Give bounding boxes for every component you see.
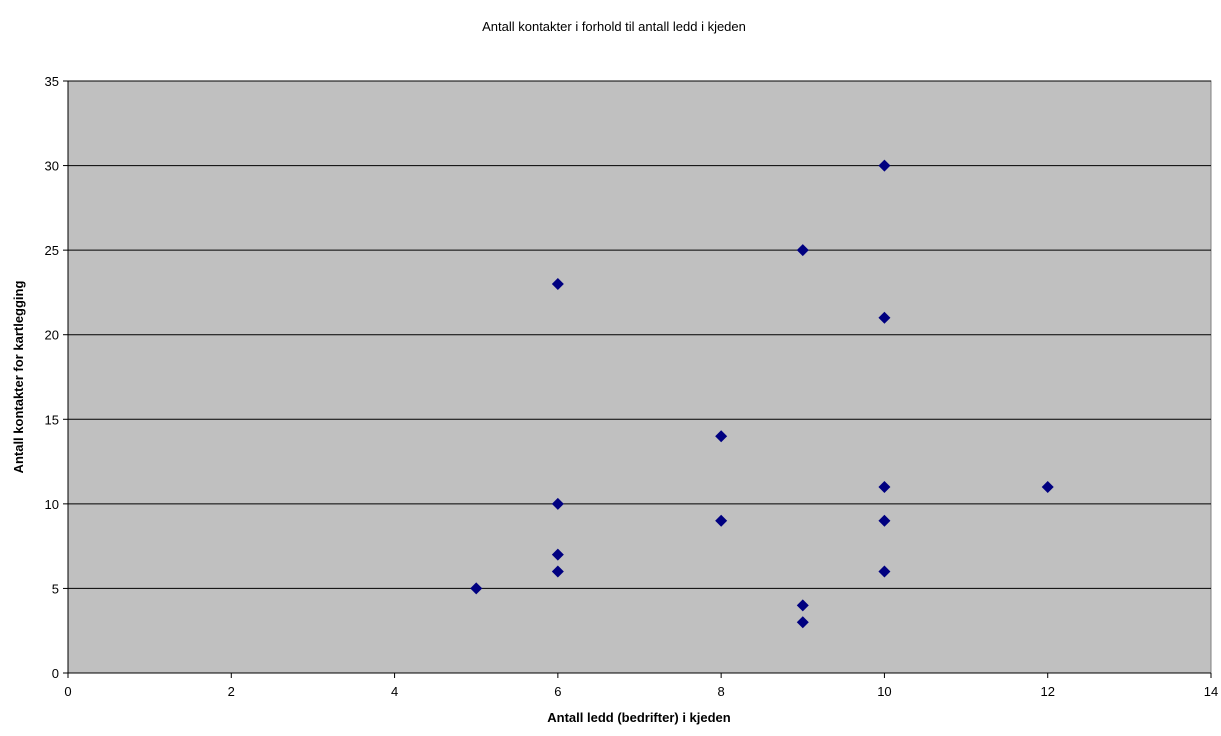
data-point <box>878 565 891 578</box>
data-point <box>551 548 564 561</box>
data-point <box>1041 480 1054 493</box>
data-point <box>551 497 564 510</box>
y-tick-label: 20 <box>45 328 59 343</box>
data-point <box>551 565 564 578</box>
data-point <box>878 480 891 493</box>
data-point <box>878 159 891 172</box>
x-axis-label: Antall ledd (bedrifter) i kjeden <box>547 710 731 725</box>
x-tick-label: 0 <box>64 684 71 699</box>
y-tick-label: 10 <box>45 497 59 512</box>
data-point <box>796 244 809 257</box>
y-tick-label: 25 <box>45 243 59 258</box>
y-tick-label: 15 <box>45 412 59 427</box>
y-tick-label: 35 <box>45 74 59 89</box>
x-tick-label: 4 <box>391 684 398 699</box>
data-point <box>796 616 809 629</box>
y-tick-label: 5 <box>52 581 59 596</box>
data-point <box>715 514 728 527</box>
gridlines <box>68 80 1211 589</box>
data-point <box>551 277 564 290</box>
x-tick-label: 8 <box>718 684 725 699</box>
data-point <box>878 514 891 527</box>
axes <box>63 80 1212 678</box>
x-tick-label: 10 <box>877 684 891 699</box>
x-tick-label: 2 <box>228 684 235 699</box>
chart-title: Antall kontakter i forhold til antall le… <box>482 19 746 34</box>
y-tick-label: 0 <box>52 666 59 681</box>
plot-area <box>67 80 1212 674</box>
x-tick-label: 14 <box>1204 684 1218 699</box>
y-axis-label: Antall kontakter for kartlegging <box>11 281 26 474</box>
y-tick-labels: 0 5 10 15 20 25 30 35 <box>45 74 59 681</box>
data-point <box>470 582 483 595</box>
y-tick-label: 30 <box>45 159 59 174</box>
x-tick-label: 6 <box>554 684 561 699</box>
data-point <box>878 311 891 324</box>
data-point <box>796 599 809 612</box>
data-point <box>715 430 728 443</box>
data-points <box>470 159 1054 629</box>
x-tick-labels: 0 2 4 6 8 10 12 14 <box>64 684 1218 699</box>
x-tick-label: 12 <box>1040 684 1054 699</box>
